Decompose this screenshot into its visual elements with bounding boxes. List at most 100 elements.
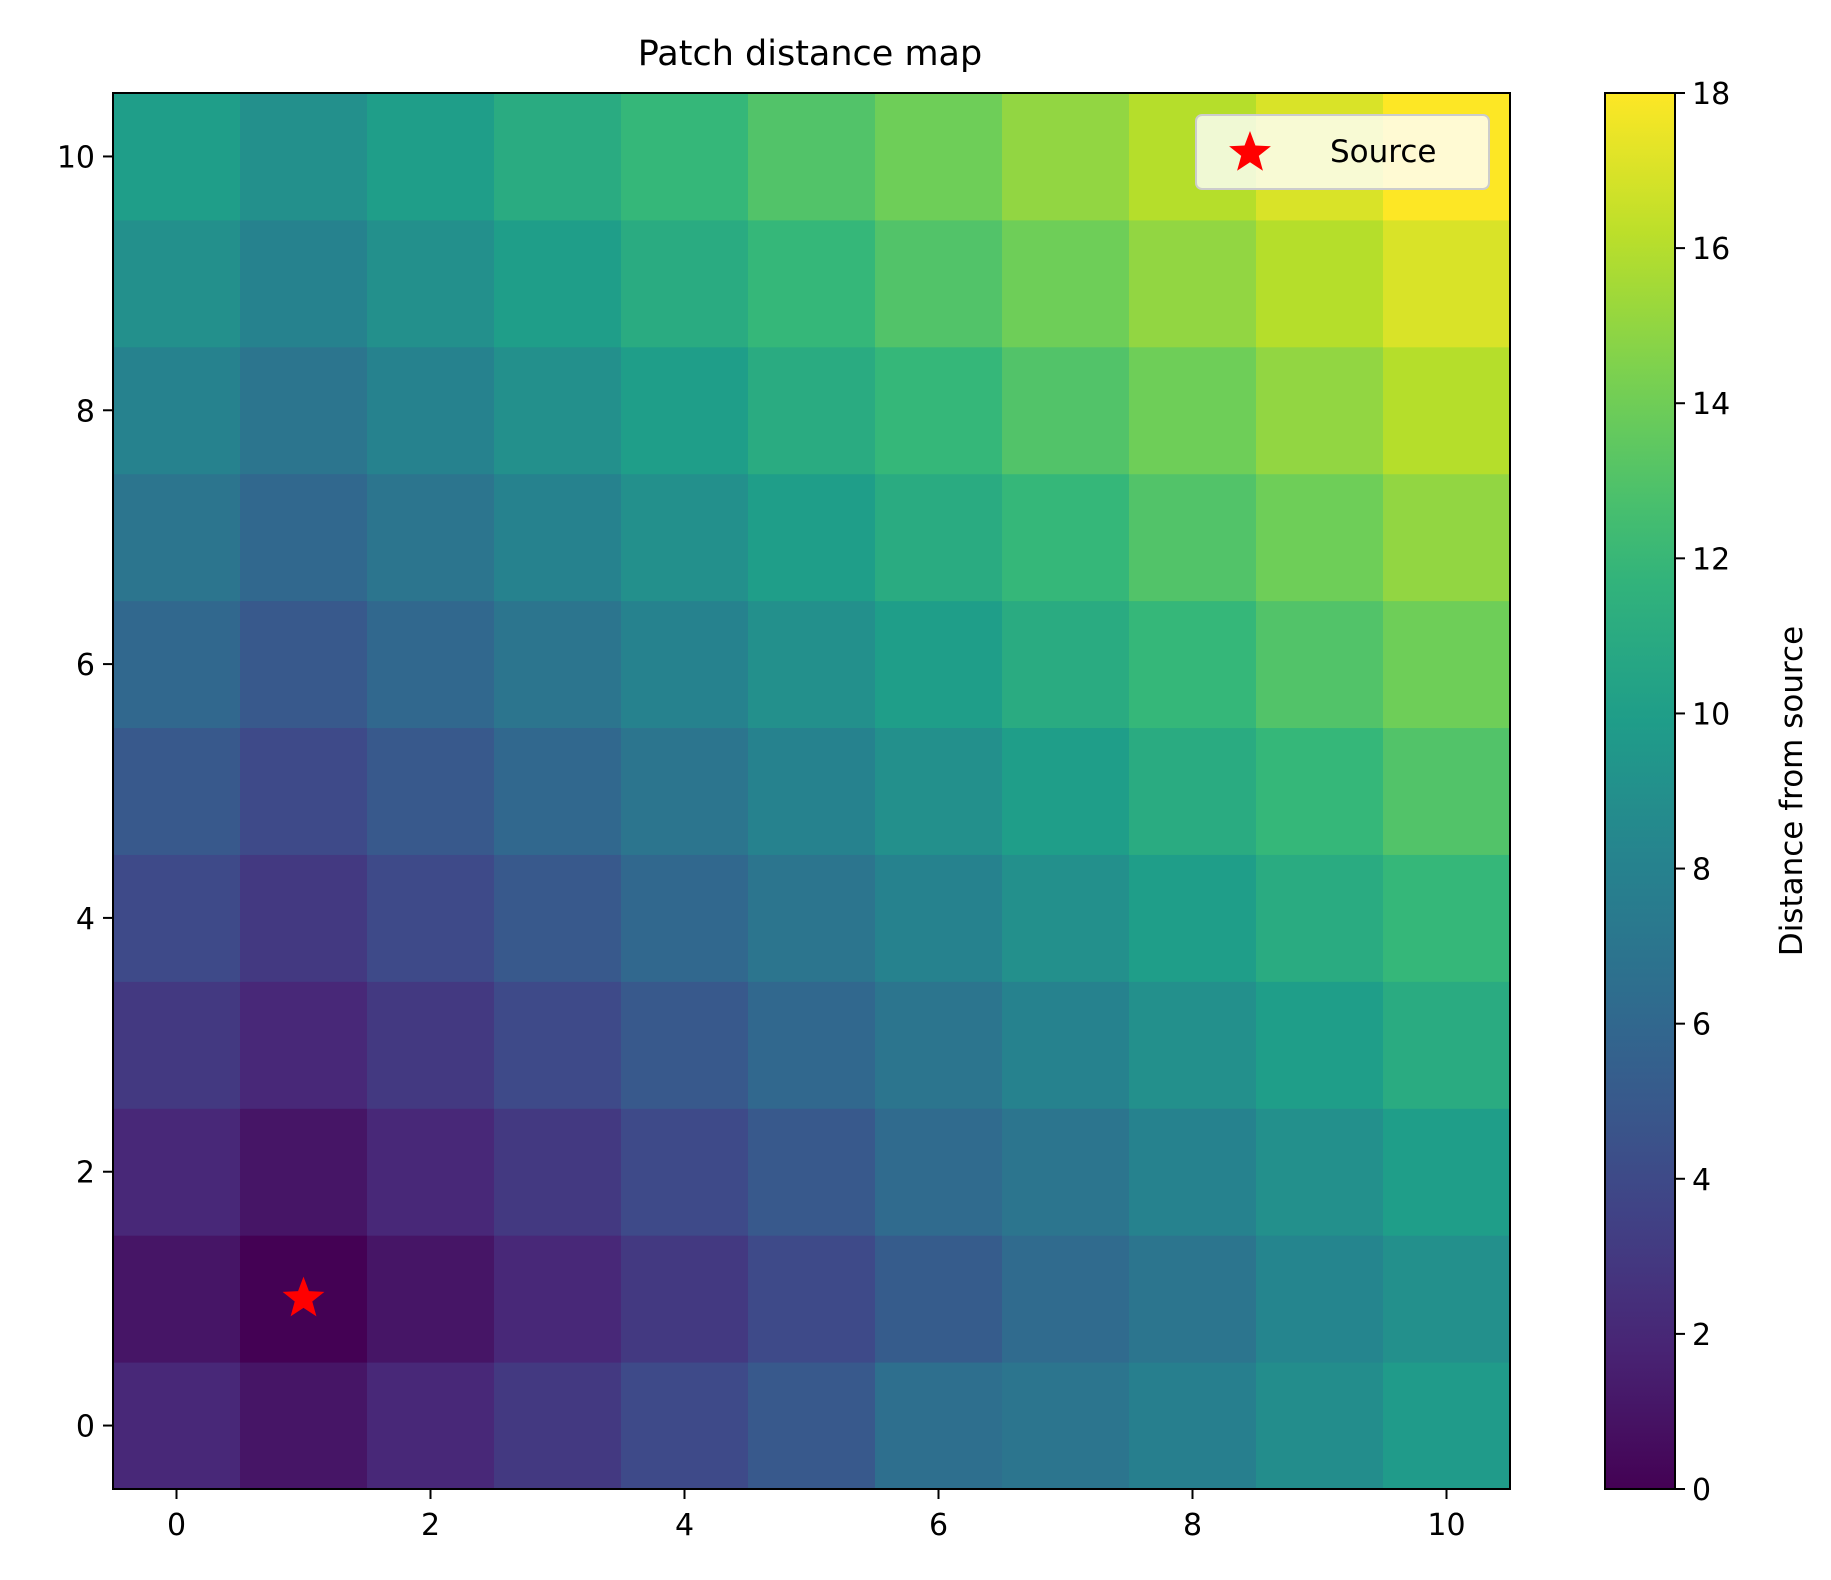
legend-star-icon-shape <box>1229 131 1271 171</box>
markers <box>282 1276 325 1317</box>
legend: Source <box>1195 114 1490 190</box>
heatmap-cell <box>621 1362 749 1490</box>
colorbar-tick-label: 2 <box>1692 1318 1711 1353</box>
heatmap-cell <box>1383 473 1511 602</box>
heatmap-cell <box>748 1235 876 1363</box>
y-tick-label: 6 <box>76 648 95 683</box>
colorbar-tick-label: 12 <box>1692 542 1730 577</box>
heatmap-cell <box>875 600 1003 729</box>
heatmap-cell <box>1383 1235 1511 1363</box>
heatmap-cell <box>621 1108 749 1236</box>
heatmap-cell <box>113 1362 241 1490</box>
x-tick-label: 4 <box>675 1508 694 1543</box>
y-tick-label: 8 <box>76 394 95 429</box>
heatmap-cell <box>875 854 1003 982</box>
heatmap-cell <box>621 854 749 982</box>
heatmap-cell <box>113 600 241 729</box>
heatmap-cell <box>367 981 495 1109</box>
colorbar-tick-label: 8 <box>1692 853 1711 888</box>
heatmap-cell <box>1256 600 1384 729</box>
heatmap-cell <box>621 473 749 602</box>
heatmap-cell <box>367 219 495 348</box>
colorbar-frame <box>1604 92 1676 1490</box>
heatmap-cell <box>113 1235 241 1363</box>
plot-frame <box>112 92 1511 1490</box>
y-tick-label: 4 <box>76 902 95 937</box>
heatmap-cell <box>748 600 876 729</box>
x-tick-label: 0 <box>167 1508 186 1543</box>
heatmap-cell <box>240 727 368 855</box>
heatmap-cell <box>240 854 368 982</box>
heatmap-cell <box>240 1108 368 1236</box>
colorbar-tick-label: 14 <box>1692 387 1730 422</box>
heatmap-cell <box>875 981 1003 1109</box>
heatmap-cell <box>240 219 368 348</box>
colorbar-axis: 0 2 4 6 8 10 12 14 16 18 <box>1675 77 1730 1508</box>
colorbar-label: Distance from source <box>1774 626 1810 956</box>
heatmap-cell <box>1129 473 1257 602</box>
heatmap-cell <box>240 346 368 475</box>
heatmap-cell <box>748 981 876 1109</box>
heatmap-cell <box>1383 219 1511 348</box>
heatmap-cell <box>1129 1235 1257 1363</box>
heatmap-cell <box>494 1108 622 1236</box>
heatmap-cell <box>1002 1235 1130 1363</box>
heatmap-cell <box>1383 981 1511 1109</box>
heatmap-cell <box>494 219 622 348</box>
heatmap-cell <box>367 727 495 855</box>
heatmap-cell <box>1256 219 1384 348</box>
heatmap-cell <box>748 473 876 602</box>
heatmap-cell <box>621 727 749 855</box>
heatmap-cell <box>1129 346 1257 475</box>
heatmap-cell <box>1002 219 1130 348</box>
x-tick-label: 2 <box>421 1508 440 1543</box>
y-tick-label: 2 <box>76 1156 95 1191</box>
heatmap-cell <box>240 1362 368 1490</box>
heatmap-cell <box>875 219 1003 348</box>
heatmap-cell <box>1002 93 1130 221</box>
heatmap-cell <box>1256 1108 1384 1236</box>
heatmap-cell <box>367 473 495 602</box>
heatmap-cell <box>1256 981 1384 1109</box>
heatmap-cell <box>367 93 495 221</box>
heatmap-cell <box>367 1235 495 1363</box>
heatmap-cell <box>367 346 495 475</box>
heatmap-cell <box>875 346 1003 475</box>
heatmap-cell <box>240 981 368 1109</box>
heatmap-cell <box>113 1108 241 1236</box>
heatmap-cell <box>240 93 368 221</box>
x-axis: 0 2 4 6 8 10 <box>167 1489 1466 1543</box>
colorbar-tick-label: 10 <box>1692 697 1730 732</box>
chart-title: Patch distance map <box>638 34 982 74</box>
heatmap-cell <box>494 473 622 602</box>
heatmap-cell <box>1383 1108 1511 1236</box>
heatmap-cell <box>367 600 495 729</box>
heatmap-cell <box>113 981 241 1109</box>
x-tick-label: 6 <box>929 1508 948 1543</box>
heatmap-cell <box>875 1235 1003 1363</box>
heatmap-cell <box>748 1362 876 1490</box>
heatmap-cell <box>1383 1362 1511 1490</box>
heatmap-cell <box>113 93 241 221</box>
heatmap-cell <box>494 854 622 982</box>
colorbar-tick-label: 0 <box>1692 1473 1711 1508</box>
heatmap-cell <box>1256 346 1384 475</box>
heatmap-cell <box>748 219 876 348</box>
heatmap-cell <box>621 93 749 221</box>
heatmap-cell <box>1256 854 1384 982</box>
heatmap-cell <box>1002 473 1130 602</box>
heatmap-cell <box>1129 854 1257 982</box>
heatmap-cell <box>1256 473 1384 602</box>
heatmap-cell <box>1256 1362 1384 1490</box>
heatmap-cell <box>1383 346 1511 475</box>
heatmap-cell <box>494 600 622 729</box>
heatmap-cell <box>494 1362 622 1490</box>
legend-box <box>1195 114 1490 190</box>
heatmap-cell <box>1002 981 1130 1109</box>
heatmap-cell <box>240 600 368 729</box>
heatmap-cell <box>1256 727 1384 855</box>
heatmap-cell <box>113 854 241 982</box>
heatmap-cell <box>748 1108 876 1236</box>
heatmap-cell <box>367 1108 495 1236</box>
